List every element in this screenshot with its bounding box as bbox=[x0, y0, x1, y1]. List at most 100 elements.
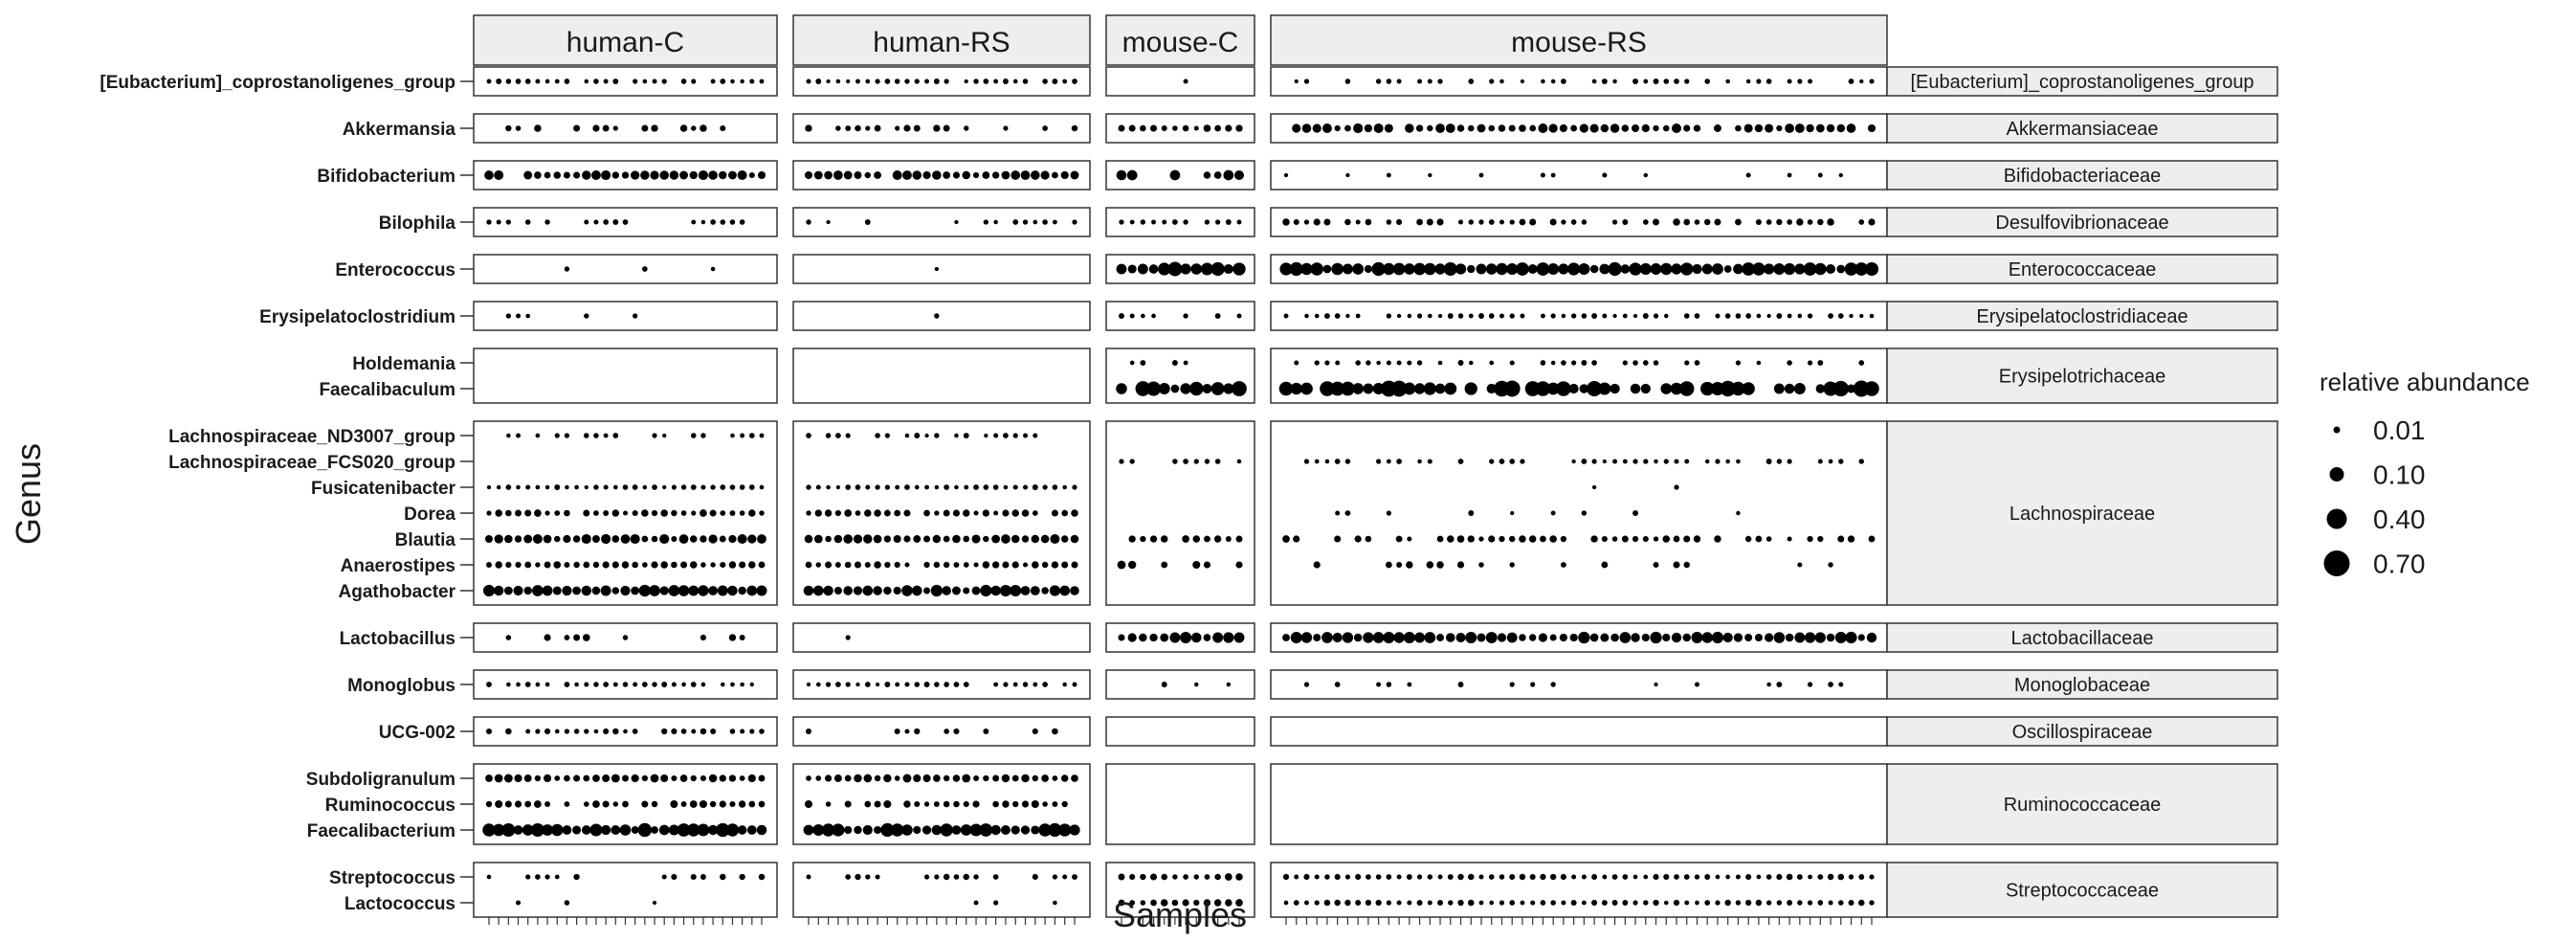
abundance-dot bbox=[1149, 633, 1158, 642]
abundance-dot bbox=[1570, 124, 1578, 132]
abundance-dot bbox=[913, 124, 921, 132]
panel-border bbox=[1105, 66, 1255, 97]
abundance-dot bbox=[640, 170, 650, 180]
abundance-dot bbox=[1162, 219, 1167, 225]
abundance-dot bbox=[1725, 459, 1730, 464]
abundance-dot bbox=[1528, 535, 1537, 543]
abundance-dot bbox=[1236, 459, 1242, 464]
abundance-dot bbox=[720, 78, 726, 84]
abundance-dot bbox=[730, 78, 735, 84]
abundance-dot bbox=[984, 433, 988, 438]
abundance-dot bbox=[951, 825, 962, 835]
abundance-dot bbox=[544, 682, 550, 687]
abundance-dot bbox=[1712, 263, 1723, 275]
abundance-dot bbox=[1499, 313, 1504, 319]
abundance-dot bbox=[1392, 262, 1406, 276]
abundance-dot bbox=[982, 171, 990, 179]
genus-label: Subdoligranulum bbox=[306, 770, 455, 790]
panel-border bbox=[1270, 207, 1888, 237]
abundance-dot bbox=[1300, 632, 1313, 643]
abundance-dot bbox=[680, 510, 687, 516]
abundance-dot bbox=[1051, 561, 1059, 569]
abundance-dot bbox=[1838, 900, 1844, 906]
abundance-dot bbox=[1519, 124, 1526, 132]
abundance-dot bbox=[534, 171, 542, 179]
abundance-dot bbox=[1436, 535, 1444, 543]
abundance-dot bbox=[505, 313, 512, 319]
abundance-dot bbox=[805, 124, 812, 132]
abundance-dot bbox=[993, 78, 999, 84]
abundance-dot bbox=[895, 125, 900, 131]
family-label: Erysipelatoclostridiaceae bbox=[1976, 306, 2187, 327]
abundance-dot bbox=[564, 774, 570, 782]
abundance-dot bbox=[903, 509, 911, 517]
abundance-dot bbox=[1437, 874, 1443, 880]
abundance-dot bbox=[564, 729, 570, 734]
abundance-dot bbox=[1715, 459, 1721, 464]
abundance-dot bbox=[1030, 586, 1040, 595]
abundance-dot bbox=[494, 534, 503, 544]
abundance-dot bbox=[716, 822, 730, 838]
abundance-dot bbox=[1476, 263, 1487, 275]
abundance-dot bbox=[843, 534, 854, 544]
genus-label: [Eubacterium]_coprostanoligenes_group bbox=[100, 73, 455, 93]
abundance-dot bbox=[825, 535, 832, 543]
abundance-dot bbox=[1700, 381, 1715, 396]
abundance-dot bbox=[739, 219, 745, 225]
abundance-dot bbox=[700, 562, 706, 568]
abundance-dot bbox=[1010, 534, 1020, 544]
abundance-dot bbox=[1723, 265, 1732, 273]
abundance-dot bbox=[661, 728, 668, 735]
panel-border bbox=[473, 301, 778, 331]
abundance-dot bbox=[1694, 682, 1699, 687]
abundance-dot bbox=[1032, 774, 1039, 782]
abundance-dot bbox=[874, 171, 881, 179]
panel-border bbox=[1270, 113, 1888, 144]
abundance-dot bbox=[940, 823, 953, 837]
abundance-dot bbox=[622, 682, 629, 687]
abundance-dot bbox=[573, 561, 580, 569]
abundance-dot bbox=[1416, 874, 1423, 880]
abundance-dot bbox=[593, 484, 599, 490]
abundance-dot bbox=[1724, 313, 1731, 319]
abundance-dot bbox=[1589, 264, 1599, 274]
abundance-dot bbox=[1735, 874, 1741, 880]
abundance-dot bbox=[1003, 433, 1009, 438]
abundance-dot bbox=[1021, 774, 1030, 783]
abundance-dot bbox=[1674, 874, 1679, 880]
abundance-dot bbox=[1053, 900, 1057, 906]
abundance-dot bbox=[719, 170, 727, 180]
abundance-dot bbox=[503, 586, 513, 595]
abundance-dot bbox=[1344, 218, 1351, 226]
abundance-dot bbox=[1233, 632, 1245, 643]
abundance-dot bbox=[1396, 360, 1402, 366]
abundance-dot bbox=[1589, 123, 1599, 133]
abundance-dot bbox=[1129, 900, 1136, 906]
abundance-dot bbox=[1414, 632, 1426, 643]
abundance-dot bbox=[1427, 124, 1433, 132]
abundance-dot bbox=[1183, 360, 1188, 366]
abundance-dot bbox=[1742, 382, 1755, 395]
abundance-dot bbox=[855, 484, 861, 490]
abundance-dot bbox=[1293, 900, 1299, 906]
abundance-dot bbox=[1436, 561, 1444, 569]
abundance-dot bbox=[1032, 510, 1038, 516]
abundance-dot bbox=[1540, 873, 1546, 881]
abundance-dot bbox=[883, 774, 892, 783]
abundance-dot bbox=[1538, 633, 1548, 642]
abundance-dot bbox=[1169, 632, 1181, 643]
abundance-dot bbox=[652, 433, 657, 438]
abundance-dot bbox=[1653, 562, 1659, 568]
abundance-dot bbox=[620, 534, 631, 544]
abundance-dot bbox=[603, 219, 610, 225]
abundance-dot bbox=[730, 682, 735, 687]
abundance-dot bbox=[631, 170, 640, 180]
abundance-dot bbox=[1031, 534, 1040, 544]
abundance-dot bbox=[573, 124, 581, 132]
abundance-dot bbox=[934, 874, 940, 880]
abundance-dot bbox=[1204, 874, 1210, 880]
abundance-dot bbox=[611, 587, 620, 594]
abundance-dot bbox=[506, 433, 511, 438]
abundance-dot bbox=[680, 78, 687, 84]
abundance-dot bbox=[1072, 219, 1077, 225]
